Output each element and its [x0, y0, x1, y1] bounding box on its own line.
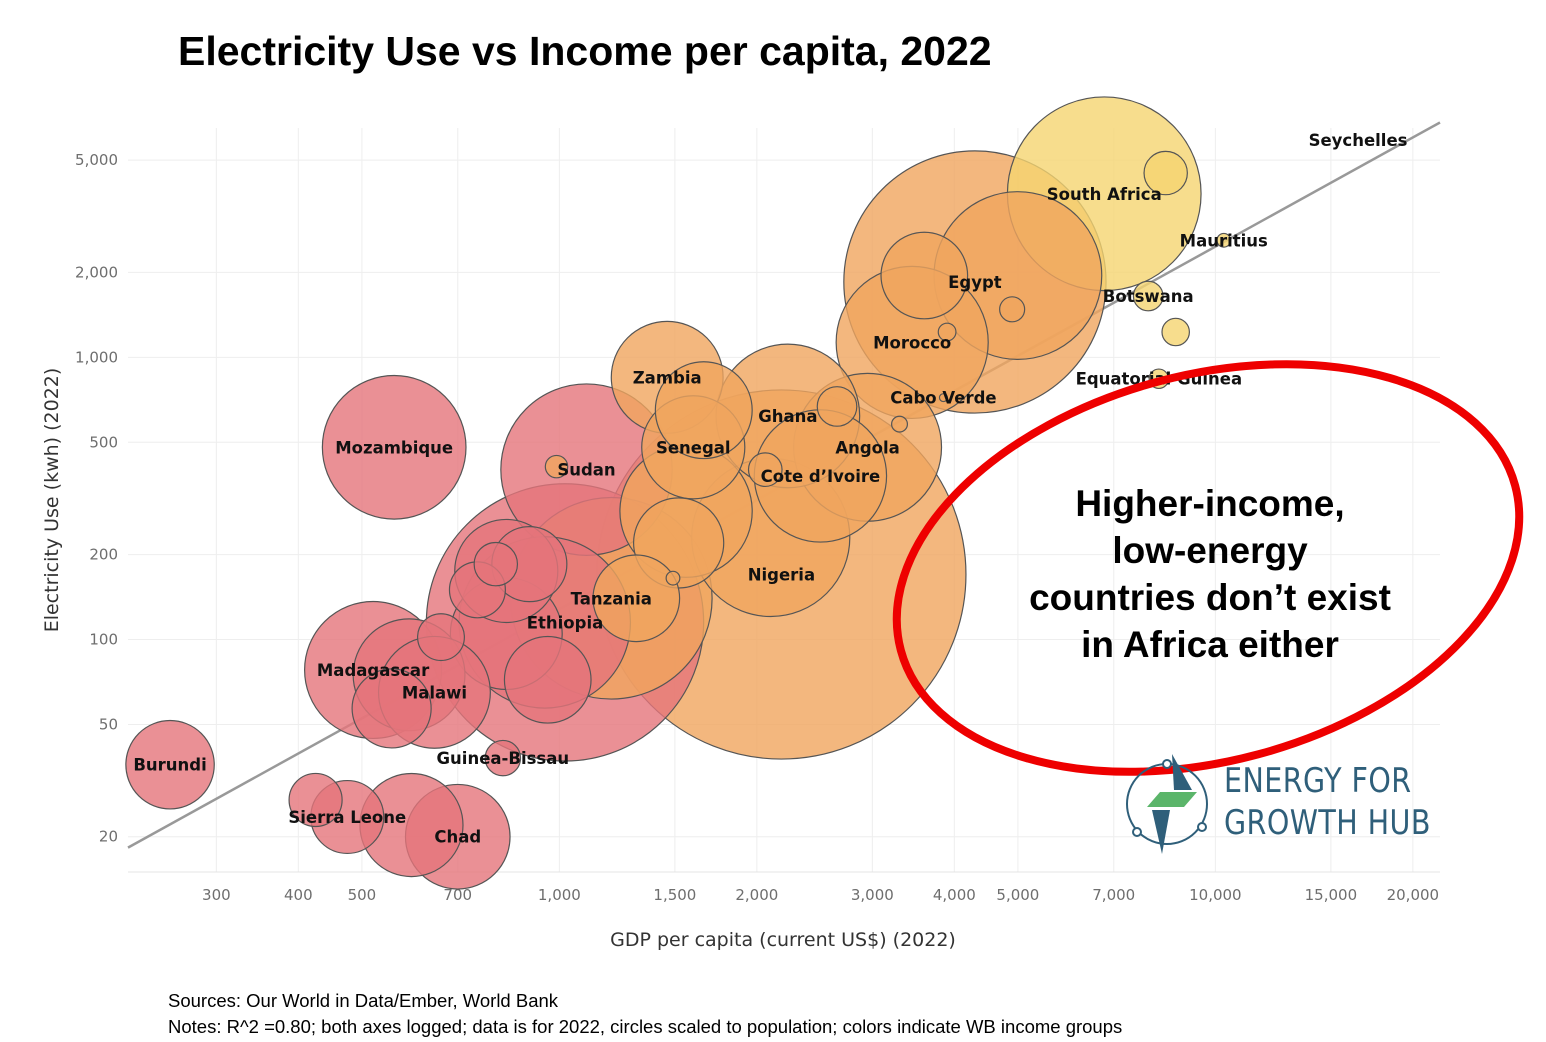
- data-point: [417, 613, 465, 662]
- y-axis-title: Electricity Use (kwh) (2022): [41, 368, 63, 633]
- logo-line-1: ENERGY FOR: [1224, 761, 1412, 801]
- y-tick-label: 50: [99, 715, 118, 733]
- point-label: Zambia: [633, 368, 702, 387]
- data-point: [1216, 232, 1232, 248]
- data-point: [938, 393, 948, 403]
- y-tick-label: 100: [89, 631, 118, 649]
- data-point: [592, 554, 681, 643]
- y-tick-label: 5,000: [75, 151, 118, 169]
- chart-title: Electricity Use vs Income per capita, 20…: [178, 28, 992, 74]
- x-tick-label: 700: [443, 886, 472, 904]
- point-label: Morocco: [873, 333, 951, 352]
- data-point: [125, 719, 215, 810]
- x-tick-label: 10,000: [1189, 886, 1242, 904]
- data-point: [891, 415, 909, 433]
- point-label: Chad: [434, 828, 481, 847]
- x-tick-label: 4,000: [933, 886, 976, 904]
- bubble-labels: Seychelles South Africa Mauritius Botswana E…: [133, 131, 1407, 847]
- point-label: Malawi: [402, 683, 467, 702]
- point-label: Mozambique: [335, 438, 453, 457]
- y-tick-label: 1,000: [75, 348, 118, 366]
- data-point: [473, 541, 519, 587]
- annotation-line: low-energy: [1112, 530, 1308, 571]
- energy-for-growth-hub-logo: ENERGY FOR GROWTH HUB: [1122, 752, 1442, 857]
- point-label: Botswana: [1103, 287, 1194, 306]
- annotation-line: in Africa either: [1081, 624, 1339, 665]
- point-label: Seychelles: [1309, 131, 1408, 150]
- data-point: [503, 635, 592, 724]
- logo-line-2: GROWTH HUB: [1224, 803, 1431, 843]
- data-point: [880, 231, 969, 320]
- footer-sources: Sources: Our World in Data/Ember, World …: [168, 990, 559, 1011]
- data-point: [816, 386, 858, 427]
- annotation-line: countries don’t exist: [1029, 577, 1391, 618]
- data-point: [1143, 150, 1188, 196]
- point-label: Sudan: [557, 461, 615, 480]
- x-tick-label: 5,000: [996, 886, 1039, 904]
- data-point: [484, 739, 522, 777]
- y-tick-label: 2,000: [75, 263, 118, 281]
- annotation-line: Higher-income,: [1075, 483, 1345, 524]
- footer-notes: Notes: R^2 =0.80; both axes logged; data…: [168, 1016, 1123, 1037]
- data-point: [1161, 317, 1190, 347]
- data-point: [1132, 280, 1164, 312]
- x-tick-label: 300: [202, 886, 231, 904]
- x-tick-label: 7,000: [1092, 886, 1135, 904]
- y-tick-label: 20: [99, 828, 118, 846]
- point-label: Ghana: [758, 407, 817, 426]
- footer: Sources: Our World in Data/Ember, World …: [168, 988, 1122, 1040]
- point-label: Sierra Leone: [288, 808, 406, 827]
- x-tick-label: 1,000: [538, 886, 581, 904]
- point-label: Mauritius: [1180, 231, 1268, 250]
- point-label: Madagascar: [317, 661, 430, 680]
- point-label: Ethiopia: [527, 613, 604, 632]
- x-tick-label: 2,000: [735, 886, 778, 904]
- data-point: [937, 322, 957, 342]
- x-tick-label: 500: [348, 886, 377, 904]
- data-point: [654, 361, 753, 460]
- axis-ticks: 300 400 500 700 1,000 1,500 2,000 3,000 4,000 5,0…: [75, 151, 1439, 904]
- data-point: [665, 570, 681, 586]
- point-label: Cabo Verde: [890, 389, 996, 408]
- lightning-bolt-icon: [1126, 754, 1208, 854]
- x-tick-label: 1,500: [653, 886, 696, 904]
- annotation-text: Higher-income, low-energy countries don’…: [1000, 480, 1420, 668]
- logo-text: ENERGY FOR GROWTH HUB: [1224, 760, 1431, 844]
- data-point: [321, 374, 467, 520]
- x-tick-label: 3,000: [851, 886, 894, 904]
- point-label: South Africa: [1047, 185, 1162, 204]
- x-tick-label: 15,000: [1305, 886, 1358, 904]
- point-label: Tanzania: [571, 589, 652, 608]
- annotation-ellipse: [892, 360, 1524, 776]
- point-label: Angola: [835, 438, 899, 457]
- point-label: Senegal: [656, 438, 731, 457]
- x-tick-label: 400: [284, 886, 313, 904]
- data-point: [544, 454, 569, 479]
- data-point: [747, 452, 783, 488]
- point-label: Cote d’Ivoire: [761, 467, 881, 486]
- data-point: [999, 296, 1026, 323]
- bubbles: [125, 96, 1232, 890]
- point-label: Nigeria: [748, 566, 815, 585]
- point-label: Burundi: [133, 756, 206, 775]
- data-point: [351, 668, 432, 749]
- x-tick-label: 20,000: [1387, 886, 1440, 904]
- point-label: Egypt: [948, 273, 1002, 292]
- data-point: [288, 772, 343, 828]
- y-tick-label: 500: [89, 433, 118, 451]
- y-tick-label: 200: [89, 546, 118, 564]
- point-label: Guinea-Bissau: [437, 749, 570, 768]
- x-axis-title: GDP per capita (current US$) (2022): [610, 929, 956, 951]
